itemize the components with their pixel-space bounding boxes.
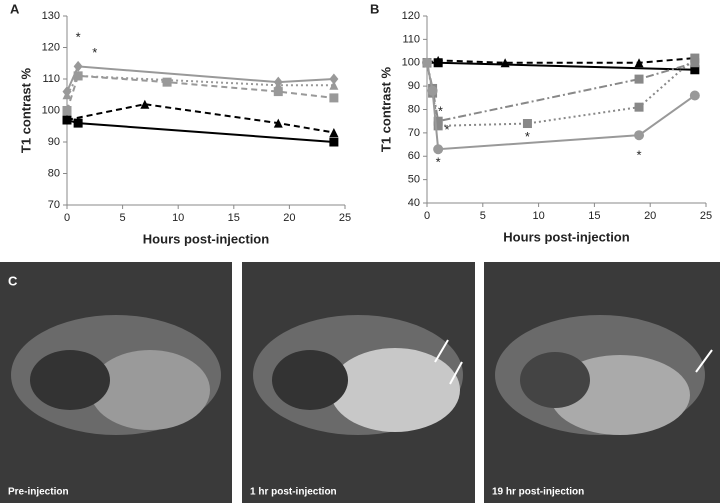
y-tick-label: 110 xyxy=(42,73,60,85)
point xyxy=(690,53,700,63)
panel-label: A xyxy=(10,1,20,16)
mri-image xyxy=(520,352,590,408)
x-tick-label: 15 xyxy=(228,212,240,224)
panel-label: C xyxy=(8,273,18,288)
point xyxy=(422,57,432,68)
annotation: * xyxy=(76,29,81,44)
point xyxy=(73,71,83,81)
x-tick-label: 20 xyxy=(283,212,295,224)
x-tick-label: 20 xyxy=(644,210,656,222)
y-tick-label: 50 xyxy=(408,174,420,186)
point xyxy=(689,90,700,101)
x-tick-label: 5 xyxy=(480,210,486,222)
point xyxy=(329,93,339,103)
point xyxy=(73,60,83,72)
point xyxy=(140,99,150,109)
point xyxy=(62,115,72,125)
y-tick-label: 70 xyxy=(48,199,60,211)
point xyxy=(427,85,438,96)
series-line xyxy=(427,61,695,71)
x-tick-label: 10 xyxy=(172,212,184,224)
point xyxy=(329,73,339,85)
y-tick-label: 40 xyxy=(408,197,420,209)
y-tick-label: 110 xyxy=(402,33,420,45)
point xyxy=(634,130,645,141)
x-tick-label: 15 xyxy=(588,210,600,222)
annotation: * xyxy=(436,155,441,170)
image-caption: Pre-injection xyxy=(8,487,69,498)
point xyxy=(329,128,339,138)
annotation: * xyxy=(438,103,443,118)
x-tick-label: 10 xyxy=(532,210,544,222)
image-caption: 19 hr post-injection xyxy=(492,487,584,498)
point xyxy=(690,65,700,75)
y-tick-label: 100 xyxy=(42,104,60,116)
annotation: * xyxy=(445,122,450,137)
image-caption: 1 hr post-injection xyxy=(250,487,337,498)
y-tick-label: 120 xyxy=(42,41,60,53)
series-line xyxy=(66,118,334,143)
series-line xyxy=(426,62,696,151)
annotation: * xyxy=(637,148,642,163)
point xyxy=(62,90,72,100)
point xyxy=(162,77,172,87)
series-line xyxy=(426,57,695,64)
y-tick-label: 90 xyxy=(408,80,420,92)
y-axis-title: T1 contrast % xyxy=(18,67,33,153)
x-tick-label: 0 xyxy=(64,212,70,224)
x-tick-label: 0 xyxy=(424,210,430,222)
y-tick-label: 120 xyxy=(402,10,420,22)
series-line xyxy=(66,65,334,93)
mri-image xyxy=(272,350,348,410)
y-axis-title: T1 contrast % xyxy=(378,66,393,152)
point xyxy=(433,55,443,65)
point xyxy=(634,102,644,112)
series-line xyxy=(66,103,335,134)
point xyxy=(73,118,83,128)
y-tick-label: 80 xyxy=(408,103,420,115)
point xyxy=(329,80,339,90)
mri-image xyxy=(330,348,460,432)
point xyxy=(329,137,339,147)
annotation: * xyxy=(92,45,97,60)
y-tick-label: 100 xyxy=(402,57,420,69)
arrow xyxy=(434,339,449,363)
x-axis-title: Hours post-injection xyxy=(503,229,629,244)
point xyxy=(522,119,532,129)
point xyxy=(273,118,283,128)
y-tick-label: 130 xyxy=(42,10,60,22)
point xyxy=(433,144,444,155)
x-tick-label: 25 xyxy=(339,212,351,224)
x-tick-label: 25 xyxy=(700,210,712,222)
arrow xyxy=(449,361,463,385)
y-tick-label: 70 xyxy=(408,127,420,139)
series-line xyxy=(66,74,334,96)
mri-image xyxy=(30,350,110,410)
y-tick-label: 90 xyxy=(48,136,60,148)
point xyxy=(500,58,510,68)
x-tick-label: 5 xyxy=(120,212,126,224)
x-axis-title: Hours post-injection xyxy=(143,231,269,246)
point xyxy=(634,58,644,68)
annotation: * xyxy=(525,129,530,144)
point xyxy=(690,58,700,68)
y-tick-label: 60 xyxy=(408,150,420,162)
arrow xyxy=(695,349,713,373)
point xyxy=(62,106,72,115)
point xyxy=(433,121,443,131)
point xyxy=(273,87,283,97)
panel-label: B xyxy=(370,1,379,16)
y-tick-label: 80 xyxy=(48,167,60,179)
series-line xyxy=(426,61,696,123)
mri-image xyxy=(90,350,210,430)
point xyxy=(634,74,644,84)
mri-panels: C Pre-injection 1 hr post-injection 19 h… xyxy=(0,262,720,503)
point xyxy=(433,116,443,126)
